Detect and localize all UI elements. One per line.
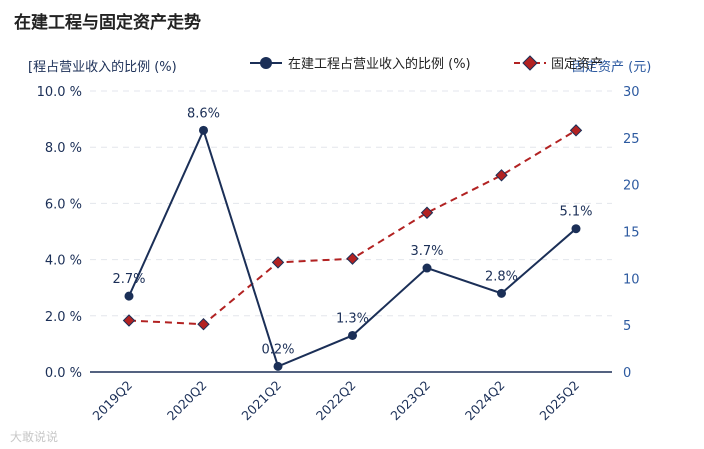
data-label-construction-ratio: 3.7% — [410, 244, 443, 259]
point-fixed-assets — [346, 252, 359, 265]
point-fixed-assets — [271, 256, 285, 269]
data-label-construction-ratio: 5.1% — [559, 205, 592, 220]
point-construction-ratio — [348, 330, 357, 340]
x-tick-label: 2022Q2 — [313, 378, 359, 424]
point-construction-ratio — [273, 361, 283, 371]
watermark-text: 大敢说说 — [10, 429, 58, 444]
y-left-tick-label: 10.0 % — [37, 85, 82, 100]
y-right-tick-label: 5 — [623, 319, 631, 334]
y-right-tick-label: 0 — [623, 366, 631, 381]
y-right-tick-label: 20 — [623, 179, 640, 194]
point-construction-ratio — [497, 288, 506, 298]
point-construction-ratio — [571, 224, 581, 234]
legend-marker-fixed-assets — [522, 55, 538, 71]
y-right-tick-label: 30 — [623, 85, 640, 100]
y-left-tick-label: 4.0 % — [45, 254, 82, 269]
x-tick-label: 2025Q2 — [536, 378, 582, 424]
series-line-fixed-assets — [128, 129, 577, 326]
y-left-tick-label: 2.0 % — [45, 310, 82, 325]
chart-title: 在建工程与固定资产走势 — [14, 13, 201, 33]
point-fixed-assets — [495, 169, 508, 182]
legend-marker-construction-ratio — [260, 57, 272, 69]
y-left-axis-title: [程占营业收入的比例 (%) — [28, 59, 177, 75]
y-right-tick-label: 15 — [623, 226, 640, 241]
x-tick-label: 2021Q2 — [238, 378, 284, 424]
y-right-tick-label: 25 — [623, 132, 640, 147]
y-left-tick-label: 8.0 % — [45, 141, 82, 156]
data-label-construction-ratio: 2.8% — [485, 269, 518, 284]
x-tick-label: 2024Q2 — [462, 378, 508, 424]
point-construction-ratio — [422, 263, 432, 273]
legend-label-construction-ratio: 在建工程占营业收入的比例 (%) — [288, 56, 471, 72]
y-left-tick-label: 6.0 % — [45, 197, 82, 212]
data-label-construction-ratio: 2.7% — [112, 272, 145, 287]
point-construction-ratio — [199, 125, 208, 135]
y-left-tick-label: 0.0 % — [45, 366, 82, 381]
x-tick-label: 2019Q2 — [89, 378, 135, 424]
data-label-construction-ratio: 8.6% — [187, 106, 220, 121]
point-fixed-assets — [122, 314, 136, 327]
x-tick-label: 2020Q2 — [164, 378, 210, 424]
point-fixed-assets — [197, 318, 210, 331]
point-fixed-assets — [420, 206, 434, 219]
data-label-construction-ratio: 1.3% — [336, 311, 369, 326]
y-right-tick-label: 10 — [623, 272, 640, 287]
data-label-construction-ratio: 0.2% — [261, 342, 294, 357]
legend-label-fixed-assets: 固定资产 — [551, 57, 603, 72]
point-construction-ratio — [124, 291, 134, 301]
x-tick-label: 2023Q2 — [387, 378, 433, 424]
point-fixed-assets — [569, 124, 583, 137]
y-right-axis-title: 固定资产 (元) — [572, 60, 651, 75]
